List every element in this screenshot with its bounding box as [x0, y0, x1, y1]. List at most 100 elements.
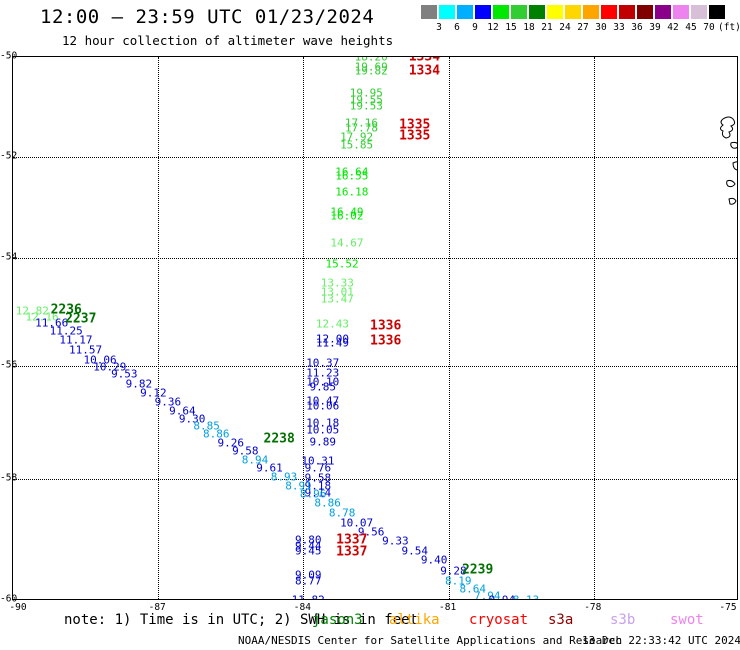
colorbar-swatch: [439, 5, 456, 19]
wave-height-observation: 16.02: [330, 209, 364, 223]
wave-height-observation: 9.89: [309, 435, 337, 449]
wave-height-observation: 13.33: [320, 276, 354, 290]
wave-height-observation: 10.07: [340, 516, 374, 530]
page-title: 12:00 — 23:59 UTC 01/23/2024: [40, 6, 375, 28]
colorbar-label: 18: [523, 22, 535, 33]
colorbar-label: 39: [649, 22, 661, 33]
wave-height-observation: 10.10: [306, 375, 340, 389]
colorbar-label: 24: [559, 22, 571, 33]
pass-number-label: 1336: [370, 318, 402, 333]
latitude-label: -50: [0, 50, 18, 62]
wave-height-observation: 11.82: [291, 593, 325, 600]
parallel-gridline: [13, 479, 737, 480]
wave-height-observation: 17.92: [340, 130, 374, 143]
wave-height-observation: 9.80: [294, 533, 322, 546]
satellite-legend-item: swot: [670, 612, 704, 628]
satellite-legend-item: cryosat: [469, 612, 529, 628]
longitude-label: -75: [719, 602, 737, 613]
latitude-label: -52: [0, 150, 18, 162]
generation-timestamp: 13 Dec 22:33:42 UTC 2024: [582, 634, 740, 647]
wave-height-observation: 8.91: [285, 479, 312, 493]
colorbar-label: 21: [541, 22, 553, 33]
colorbar-label: 36: [631, 22, 643, 33]
colorbar-swatch: [529, 5, 546, 19]
wave-height-observation: 9.28: [440, 564, 467, 578]
credit-line: NOAA/NESDIS Center for Satellite Applica…: [238, 634, 623, 647]
wave-height-observation: 7.94: [474, 589, 501, 600]
colorbar-label: 3: [436, 22, 442, 33]
colorbar-unit: (ft): [718, 22, 740, 33]
wave-height-observation: 9.94: [488, 593, 516, 600]
pass-number-label: 1337: [336, 544, 368, 560]
wave-height-observation: 9.44: [294, 539, 322, 553]
longitude-label: -90: [9, 602, 27, 613]
pass-number-label: 1335: [399, 128, 431, 143]
colorbar-swatch: [493, 5, 510, 19]
wave-height-observation: 9.30: [178, 412, 206, 426]
wave-height-observation: 16.55: [335, 169, 369, 183]
wave-height-observation: 9.76: [304, 461, 332, 475]
wave-height-observation: 16.18: [335, 185, 369, 199]
pass-number-label: 1334: [408, 63, 441, 78]
wave-height-observation: 19.82: [354, 64, 388, 77]
wave-height-observation: 11.49: [315, 336, 349, 350]
colorbar-label: 9: [472, 22, 478, 33]
colorbar-swatch: [583, 5, 600, 19]
satellite-legend-item: altika: [389, 612, 440, 628]
wave-height-observation: 8.13: [512, 593, 540, 600]
wave-height-observation: 10.31: [301, 454, 335, 468]
pass-number-label: 1337: [336, 532, 368, 547]
pass-number-label: 1335: [399, 117, 431, 133]
wave-height-observation: 16.49: [330, 205, 364, 219]
footer-note: note: 1) Time is in UTC; 2) SWH is in fe…: [64, 612, 419, 628]
meridian-gridline: [303, 57, 305, 599]
page-subtitle: 12 hour collection of altimeter wave hei…: [62, 33, 394, 48]
colorbar-swatch: [475, 5, 492, 19]
wave-height-observation: 8.78: [328, 506, 356, 520]
longitude-label: -87: [148, 602, 166, 613]
wave-height-observation: 12.82: [15, 304, 49, 318]
latitude-label: -56: [0, 359, 18, 371]
wave-height-observation: 9.56: [357, 525, 385, 539]
satellite-legend-item: s3b: [610, 612, 636, 628]
parallel-gridline: [13, 258, 737, 259]
colorbar-label: 15: [505, 22, 517, 33]
wave-height-observation: 8.86: [314, 496, 341, 510]
colorbar-swatch: [709, 5, 726, 19]
colorbar-label: 45: [685, 22, 697, 33]
wave-height-observation: 9.09: [294, 568, 322, 582]
coastline-islands: [720, 116, 737, 205]
pass-number-label: 1334: [408, 56, 441, 65]
colorbar-swatch: [421, 5, 438, 19]
wave-height-observation: 17.78: [344, 121, 379, 134]
colorbar-swatch: [601, 5, 618, 19]
wave-height-observation: 9.18: [304, 479, 332, 493]
wave-height-observation: 14.67: [330, 236, 364, 250]
wave-height-observation: 11.25: [49, 324, 83, 338]
wave-height-observation: 13.01: [320, 285, 354, 299]
parallel-gridline: [13, 366, 737, 367]
colorbar-swatch: [511, 5, 528, 19]
colorbar-swatch: [655, 5, 672, 19]
wave-height-observation: 9.14: [304, 486, 332, 500]
colorbar-swatch: [673, 5, 690, 19]
colorbar-label: 27: [577, 22, 589, 33]
pass-number-label: 2237: [65, 311, 97, 327]
wave-height-observation: 10.05: [306, 423, 340, 437]
wave-height-observation: 8.64: [459, 582, 487, 596]
wave-height-observation: 9.45: [294, 544, 322, 558]
longitude-label: -78: [584, 602, 602, 613]
wave-height-observation: 9.54: [401, 544, 428, 558]
colorbar-swatch: [547, 5, 564, 19]
colorbar-label: 42: [667, 22, 679, 33]
wave-height-observation: 9.58: [232, 444, 259, 458]
wave-height-observation: 8.19: [445, 574, 472, 588]
wave-height-observation: 11.17: [59, 333, 93, 347]
wave-height-observation: 11.57: [69, 343, 103, 357]
latitude-label: -58: [0, 472, 18, 484]
wave-height-observation: 10.06: [306, 399, 340, 413]
colorbar-swatch: [457, 5, 474, 19]
pass-number-label: 2239: [461, 562, 494, 578]
wave-height-observation: 18.20: [354, 56, 388, 64]
pass-number-label: 2236: [50, 302, 82, 318]
